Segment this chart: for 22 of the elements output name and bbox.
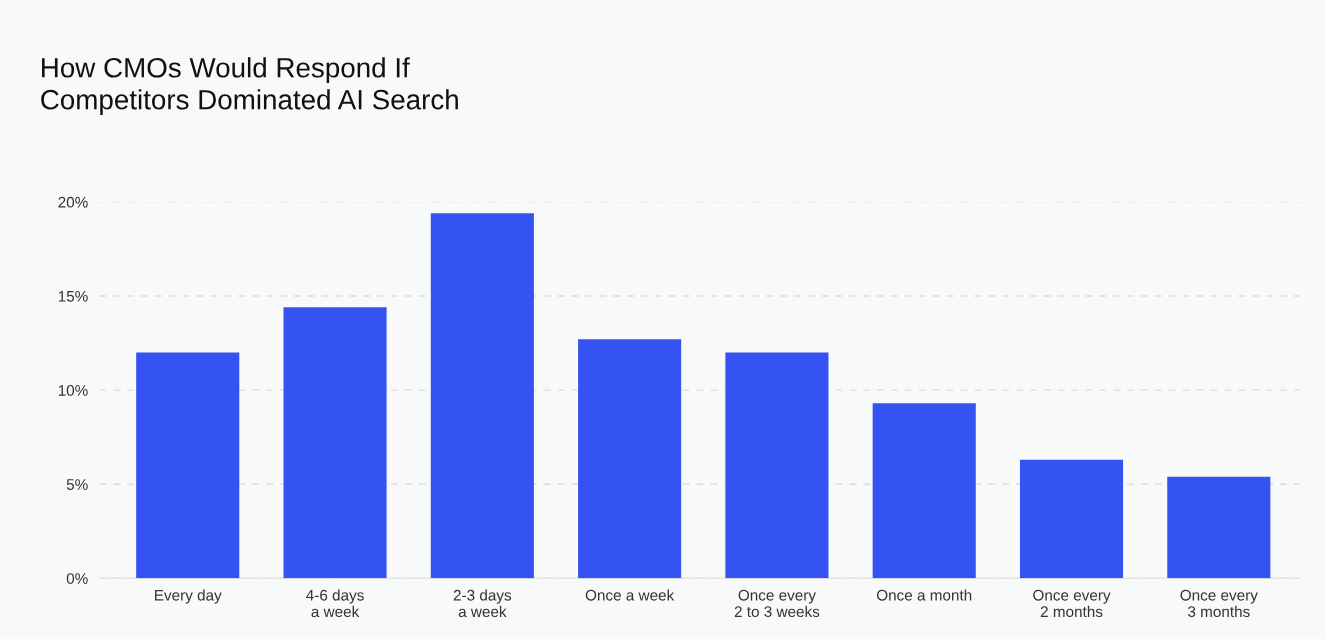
y-tick-label: 0% bbox=[66, 573, 88, 584]
y-tick-label: 10% bbox=[58, 384, 88, 396]
bar bbox=[872, 403, 976, 579]
x-tick-label: Once a week bbox=[585, 589, 675, 601]
x-tick-label: Once a month bbox=[876, 589, 972, 601]
y-tick-label: 20% bbox=[58, 196, 88, 208]
chart-title: How CMOs Would Respond If Competitors Dominated AI Search bbox=[41, 57, 458, 116]
x-tick-label: 4-6 days a week bbox=[306, 589, 364, 618]
x-tick-label: Once every 2 to 3 weeks bbox=[734, 589, 820, 618]
x-tick-label: Every day bbox=[155, 589, 222, 604]
bar bbox=[430, 213, 534, 579]
x-tick-label: 2-3 days a week bbox=[453, 589, 512, 618]
bar bbox=[136, 352, 240, 579]
bar bbox=[725, 352, 829, 579]
bar bbox=[578, 339, 682, 579]
bar bbox=[1167, 476, 1271, 579]
bar bbox=[1019, 459, 1124, 579]
bar bbox=[283, 307, 387, 579]
y-tick-label: 5% bbox=[66, 479, 88, 490]
x-tick-label: Once every 2 months bbox=[1033, 589, 1111, 618]
x-tick-label: Once every 3 months bbox=[1180, 589, 1258, 618]
y-tick-label: 15% bbox=[58, 290, 88, 302]
